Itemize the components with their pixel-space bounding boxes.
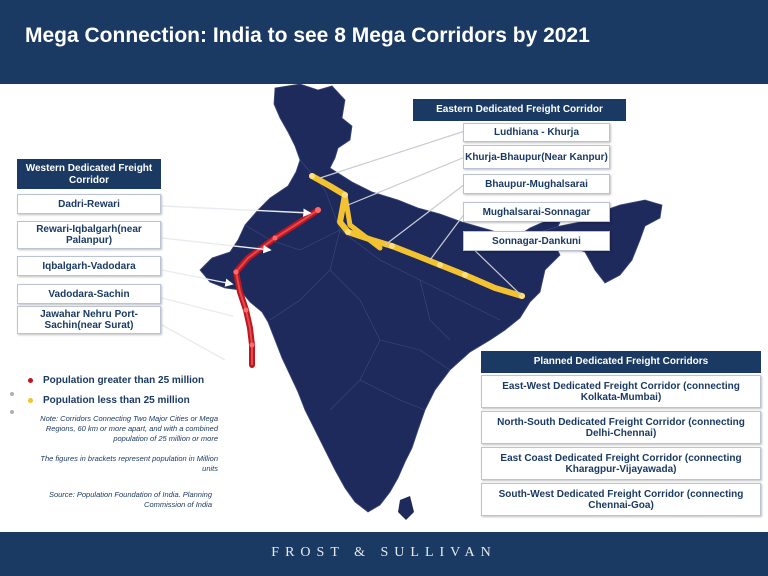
city-dots xyxy=(233,173,525,348)
eastern-segment-1: Ludhiana - Khurja xyxy=(463,123,610,142)
legend-yellow-label: Population less than 25 million xyxy=(43,395,190,406)
yellow-dot-icon xyxy=(28,397,33,403)
western-corridor-highlight xyxy=(234,209,319,365)
decor-dot xyxy=(10,392,14,396)
western-segment-3: Iqbalgarh-Vadodara xyxy=(17,256,161,276)
planned-item-2: North-South Dedicated Freight Corridor (… xyxy=(481,411,761,444)
legend-red-label: Population greater than 25 million xyxy=(43,375,205,386)
western-connectors xyxy=(161,205,312,361)
state-borders xyxy=(244,159,501,411)
eastern-corridor-header: Eastern Dedicated Freight Corridor xyxy=(413,99,626,121)
planned-corridors-header: Planned Dedicated Freight Corridors xyxy=(481,351,761,373)
red-dot-icon xyxy=(28,377,33,383)
india-landmass xyxy=(199,83,561,513)
eastern-segment-4: Mughalsarai-Sonnagar xyxy=(463,202,610,222)
note-corridor-definition: Note: Corridors Connecting Two Major Cit… xyxy=(40,414,218,443)
eastern-segment-2: Khurja-Bhaupur(Near Kanpur) xyxy=(463,145,610,169)
western-segment-4: Vadodara-Sachin xyxy=(17,284,161,304)
eastern-segment-5: Sonnagar-Dankuni xyxy=(463,231,610,251)
note-population-units: The figures in brackets represent popula… xyxy=(40,454,218,473)
legend-red: Population greater than 25 million xyxy=(28,375,204,386)
sri-lanka xyxy=(398,496,414,520)
legend-yellow: Population less than 25 million xyxy=(28,395,190,406)
western-segment-5: Jawahar Nehru Port-Sachin(near Surat) xyxy=(17,306,161,334)
planned-item-1: East-West Dedicated Freight Corridor (co… xyxy=(481,375,761,408)
western-corridor-header: Western Dedicated Freight Corridor xyxy=(17,159,161,189)
page-title: Mega Connection: India to see 8 Mega Cor… xyxy=(25,24,590,47)
eastern-segment-3: Bhaupur-Mughalsarai xyxy=(463,174,610,194)
eastern-corridor-branch xyxy=(342,192,383,251)
footer-bar: FROST & SULLIVAN xyxy=(0,532,768,576)
western-segment-1: Dadri-Rewari xyxy=(17,194,161,214)
title-bar: Mega Connection: India to see 8 Mega Cor… xyxy=(0,0,768,84)
western-segment-2: Rewari-Iqbalgarh(near Palanpur) xyxy=(17,221,161,249)
planned-item-3: East Coast Dedicated Freight Corridor (c… xyxy=(481,447,761,480)
brand-logo: FROST & SULLIVAN xyxy=(271,545,497,560)
decor-dot xyxy=(10,410,14,414)
planned-item-4: South-West Dedicated Freight Corridor (c… xyxy=(481,483,761,516)
source-note: Source: Population Foundation of India. … xyxy=(48,490,212,509)
